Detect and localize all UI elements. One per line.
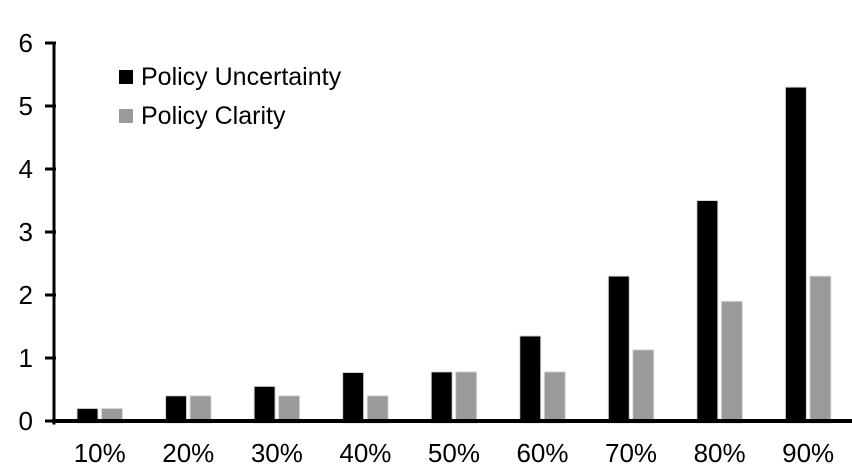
x-axis-label-40%: 40% bbox=[339, 438, 391, 468]
x-axis-label-30%: 30% bbox=[251, 438, 303, 468]
y-axis-label-6: 6 bbox=[19, 28, 33, 58]
bar-policy-clarity-60% bbox=[543, 371, 566, 424]
bar-policy-clarity-90% bbox=[809, 275, 832, 424]
legend-swatch-gray-icon bbox=[119, 109, 133, 123]
y-axis-tick-5 bbox=[45, 104, 56, 108]
y-axis-tick-3 bbox=[45, 230, 56, 234]
y-axis-tick-4 bbox=[45, 167, 56, 171]
y-axis-tick-2 bbox=[45, 293, 56, 297]
y-axis-label-3: 3 bbox=[19, 217, 33, 247]
bar-policy-uncertainty-50% bbox=[430, 371, 453, 424]
bar-policy-uncertainty-20% bbox=[165, 395, 188, 424]
bar-policy-clarity-20% bbox=[189, 395, 212, 424]
x-axis-label-50%: 50% bbox=[428, 438, 480, 468]
y-axis-label-1: 1 bbox=[19, 343, 33, 373]
y-axis-line bbox=[52, 41, 56, 425]
y-axis-label-4: 4 bbox=[19, 154, 33, 184]
y-axis-tick-6 bbox=[45, 41, 56, 45]
bar-policy-clarity-40% bbox=[366, 395, 389, 424]
bar-policy-clarity-50% bbox=[455, 371, 478, 424]
bar-policy-uncertainty-30% bbox=[253, 385, 276, 424]
y-axis-label-5: 5 bbox=[19, 91, 33, 121]
bar-policy-clarity-30% bbox=[278, 395, 301, 424]
x-axis-label-10%: 10% bbox=[74, 438, 126, 468]
legend-label: Policy Clarity bbox=[141, 101, 286, 130]
x-axis-label-70%: 70% bbox=[605, 438, 657, 468]
x-axis-label-20%: 20% bbox=[162, 438, 214, 468]
legend-item-policy-clarity: Policy Clarity bbox=[119, 101, 341, 130]
y-axis-label-0: 0 bbox=[19, 406, 33, 436]
bar-policy-clarity-70% bbox=[632, 349, 655, 424]
x-axis-line bbox=[52, 419, 852, 423]
bar-policy-uncertainty-60% bbox=[519, 335, 542, 424]
x-axis-label-60%: 60% bbox=[516, 438, 568, 468]
bar-policy-uncertainty-80% bbox=[696, 200, 719, 424]
x-axis-label-80%: 80% bbox=[694, 438, 746, 468]
x-axis-label-90%: 90% bbox=[782, 438, 834, 468]
y-axis-label-2: 2 bbox=[19, 280, 33, 310]
legend-swatch-black-icon bbox=[119, 70, 133, 84]
y-axis-tick-1 bbox=[45, 356, 56, 360]
bar-policy-uncertainty-90% bbox=[784, 86, 807, 424]
bar-policy-uncertainty-70% bbox=[607, 275, 630, 424]
chart-legend: Policy Uncertainty Policy Clarity bbox=[119, 62, 342, 142]
y-axis-tick-0 bbox=[45, 419, 56, 423]
legend-item-policy-uncertainty: Policy Uncertainty bbox=[119, 62, 342, 91]
bar-policy-clarity-80% bbox=[720, 300, 743, 424]
bar-policy-uncertainty-40% bbox=[342, 371, 365, 424]
legend-label: Policy Uncertainty bbox=[141, 62, 342, 91]
